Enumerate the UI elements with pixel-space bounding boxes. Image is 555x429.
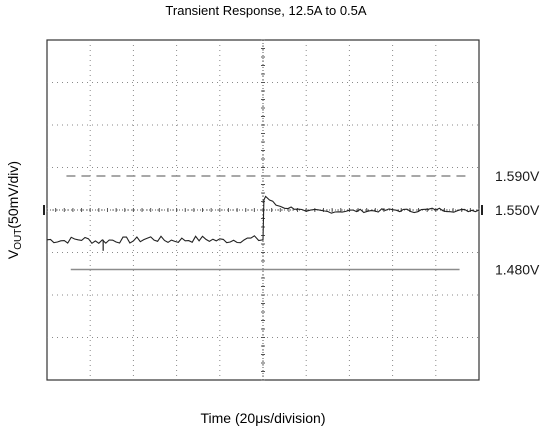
x-axis-label-mu: μ (255, 410, 263, 426)
x-axis-label: Time (20μs/division) (200, 410, 325, 426)
ref-label-1.590V: 1.590V (495, 168, 540, 184)
y-axis-label: VOUT(50mV/div) (5, 161, 24, 259)
ref-label-1.550V: 1.550V (495, 202, 540, 218)
series-trace (46, 195, 480, 245)
reference-lines (43, 175, 483, 271)
chart-title: Transient Response, 12.5A to 0.5A (165, 3, 366, 18)
ref-label-1.480V: 1.480V (495, 262, 540, 278)
y-axis-label-main: V (5, 249, 21, 259)
x-axis-label-suffix: s/division) (263, 410, 325, 426)
x-axis-label-prefix: Time (20 (200, 410, 255, 426)
grid (46, 39, 480, 381)
y-axis-label-rest: (50mV/div) (5, 161, 21, 229)
reference-labels: 1.590V 1.550V 1.480V (495, 168, 540, 278)
y-axis-label-subscript: OUT (13, 229, 24, 250)
series-layer (46, 195, 480, 251)
